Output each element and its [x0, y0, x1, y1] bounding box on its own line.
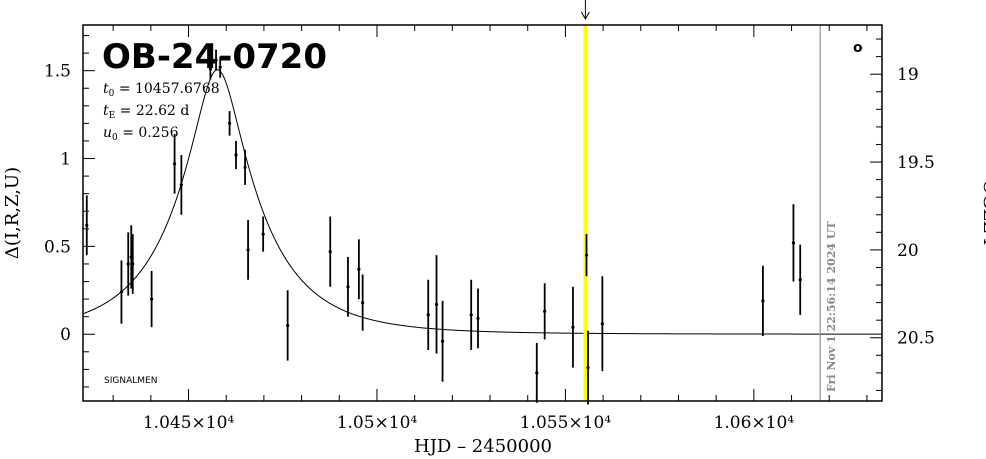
data-marker	[246, 248, 250, 252]
y-tick-label: 0	[60, 325, 71, 345]
plot-area	[83, 0, 882, 405]
data-marker	[469, 313, 473, 317]
data-point	[543, 283, 547, 340]
data-point	[234, 140, 238, 170]
data-marker	[761, 299, 765, 303]
event-parameters: t0 = 10457.6768 tE = 22.62 d u0 = 0.256	[103, 81, 220, 143]
data-marker	[434, 302, 439, 306]
data-marker	[149, 297, 154, 301]
data-marker	[179, 183, 183, 187]
data-marker	[126, 262, 130, 266]
data-marker	[286, 323, 290, 328]
data-point	[584, 234, 589, 277]
data-marker	[243, 165, 247, 169]
data-marker	[228, 121, 232, 125]
data-point	[218, 56, 222, 78]
x-tick-label: 1.045×10⁴	[143, 413, 235, 433]
data-point	[434, 255, 439, 354]
data-point	[228, 111, 232, 136]
data-point	[586, 330, 590, 405]
data-point	[179, 155, 183, 215]
chart-title: OB-24-0720	[102, 37, 327, 77]
data-marker	[476, 316, 480, 321]
tE-param: tE = 22.62 d	[103, 103, 189, 121]
data-marker	[600, 322, 604, 326]
t0-param: t0 = 10457.6768	[103, 81, 220, 99]
data-marker	[357, 267, 361, 271]
x-tick-label: 1.05×10⁴	[337, 413, 418, 433]
data-marker	[131, 262, 135, 266]
plot-frame	[82, 24, 883, 402]
data-marker	[426, 313, 430, 317]
data-marker	[798, 278, 802, 282]
data-point	[149, 270, 154, 328]
y-axis-label: Δ(I,R,Z,U)	[2, 167, 23, 259]
data-point	[476, 288, 480, 349]
data-point	[85, 195, 89, 256]
data-point	[246, 220, 250, 280]
data-marker	[361, 301, 365, 305]
right-y-tick-label: 19.5	[897, 153, 935, 173]
data-point	[535, 343, 539, 403]
data-point	[440, 300, 445, 382]
data-point	[361, 274, 365, 331]
x-tick-label: 1.055×10⁴	[520, 413, 612, 433]
data-point	[357, 239, 361, 300]
data-point	[798, 244, 802, 315]
data-point	[243, 149, 247, 185]
data-point	[346, 256, 350, 317]
data-marker	[172, 162, 177, 166]
corner-note: SIGNALMEN	[104, 376, 157, 386]
y-tick-label: 0.5	[44, 237, 71, 257]
data-point	[214, 49, 218, 71]
x-axis-label: HJD – 2450000	[414, 436, 552, 457]
data-marker	[218, 65, 222, 69]
data-marker	[571, 325, 575, 329]
data-marker	[214, 58, 218, 62]
data-marker	[328, 250, 332, 254]
right-y-tick-label: 20.5	[897, 329, 935, 349]
data-point	[172, 133, 177, 194]
data-point	[126, 232, 130, 296]
data-marker	[586, 366, 590, 370]
data-marker	[543, 309, 547, 313]
data-point	[286, 290, 290, 361]
data-point	[761, 265, 765, 336]
data-marker	[791, 241, 796, 245]
y-tick-label: 1.5	[44, 62, 71, 82]
data-point	[600, 276, 604, 372]
corner-marker: o	[853, 40, 863, 56]
data-marker	[261, 232, 265, 236]
data-marker	[440, 339, 445, 343]
axis-ticks: 1.045×10⁴ 1.05×10⁴ 1.055×10⁴ 1.06×10⁴ 0 0.5 1 1…	[44, 25, 935, 433]
data-marker	[234, 153, 238, 157]
data-point	[208, 58, 212, 80]
u0-param: u0 = 0.256	[103, 125, 179, 143]
right-y-tick-label: 19	[897, 65, 919, 85]
data-marker	[346, 285, 350, 289]
data-point	[119, 260, 124, 324]
now-timestamp-label: Fri Nov 1 22:56:14 2024 UT	[825, 221, 838, 392]
data-point	[261, 216, 265, 252]
data-marker	[208, 67, 212, 71]
y-tick-label: 1	[60, 150, 71, 170]
right-y-tick-label: 20	[897, 241, 919, 261]
data-point	[469, 279, 473, 351]
right-y-axis-label: OGLE I	[979, 179, 986, 247]
data-marker	[85, 223, 89, 227]
data-marker	[535, 371, 539, 375]
data-point	[426, 279, 430, 351]
x-tick-label: 1.06×10⁴	[714, 413, 795, 433]
data-marker	[119, 290, 124, 294]
data-marker	[584, 253, 589, 257]
data-point	[131, 234, 135, 294]
data-point	[571, 286, 575, 368]
epoch-arrow-head	[580, 11, 590, 21]
data-point	[791, 204, 796, 282]
data-point	[328, 216, 332, 287]
